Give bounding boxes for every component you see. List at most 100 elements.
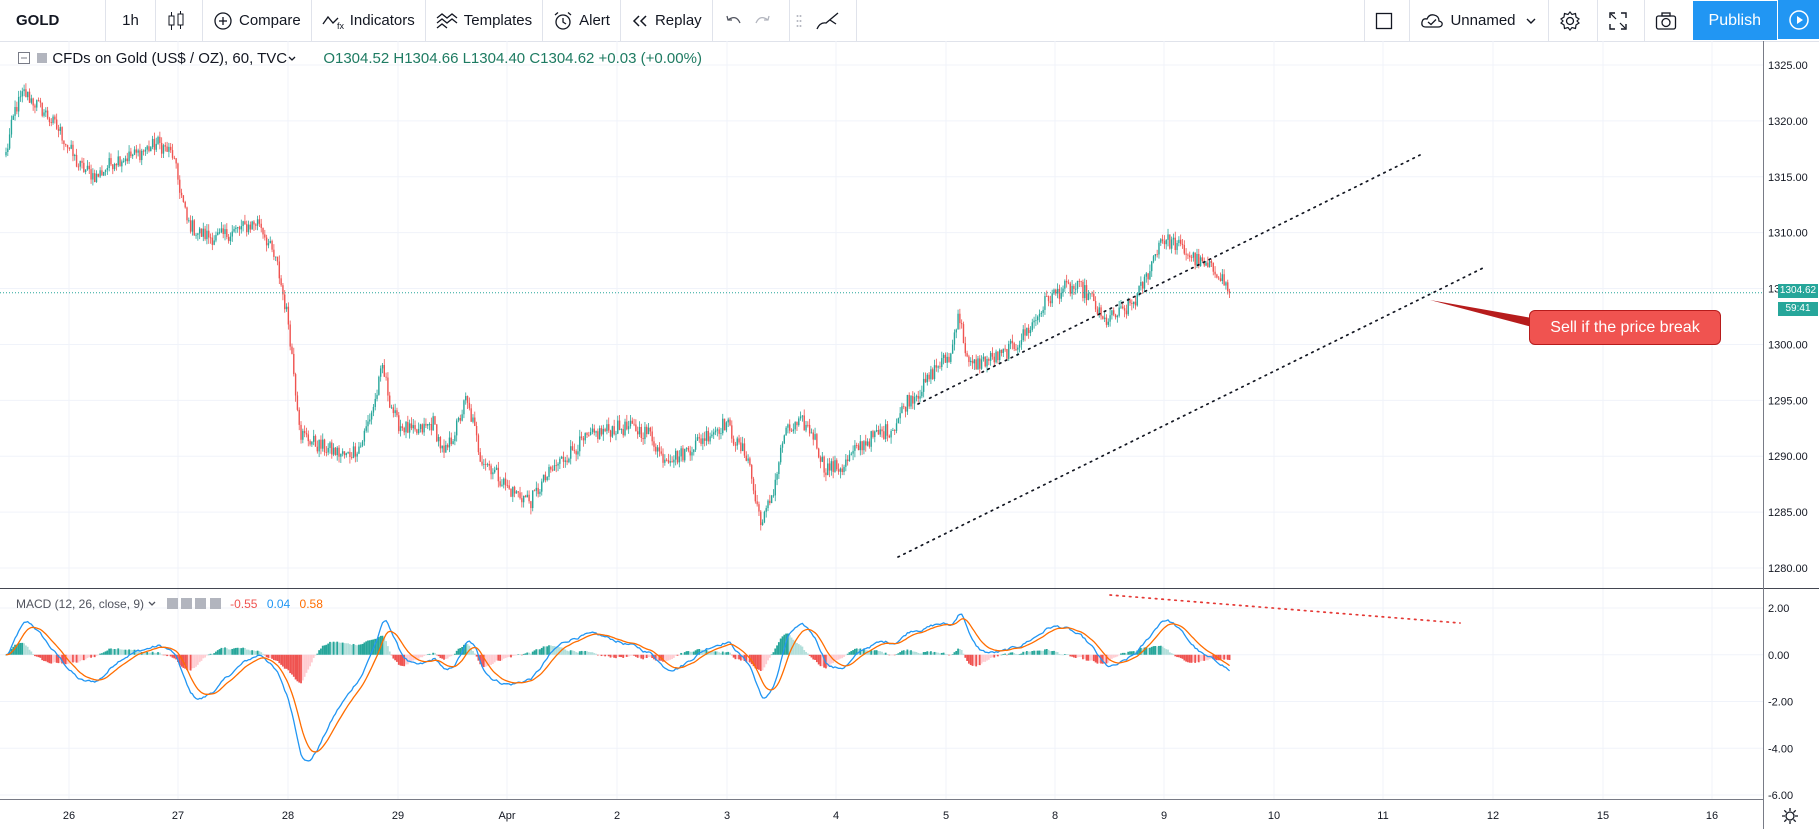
candle-body (1179, 239, 1182, 244)
candle-body (246, 224, 248, 233)
layout-name-button[interactable]: Unnamed (1409, 0, 1547, 41)
candle-body (483, 463, 485, 465)
candle-body (912, 395, 914, 404)
candle (1172, 233, 1175, 246)
candle-body (772, 495, 775, 497)
symbol-search-button[interactable]: GOLD (0, 0, 106, 41)
candle (638, 421, 641, 437)
price-tick-label: 1315.00 (1768, 172, 1808, 184)
macd-divergence-line[interactable] (1109, 594, 1461, 624)
callout-annotation[interactable]: Sell if the price break (1529, 310, 1721, 345)
histogram-bar (41, 654, 44, 661)
histogram-bar (17, 643, 20, 655)
drawing-toolbar-handle[interactable] (788, 0, 857, 41)
histogram-bar (1147, 647, 1150, 655)
candle (644, 422, 646, 445)
candle (130, 147, 132, 158)
histogram-bar (960, 650, 963, 655)
interval-button[interactable]: 1h (106, 0, 156, 41)
histogram-bar (144, 652, 147, 655)
candle-body (1169, 234, 1171, 249)
settings-button[interactable] (1547, 0, 1597, 41)
channel-upper-line[interactable] (917, 154, 1421, 405)
chevron-down-icon[interactable] (147, 600, 157, 608)
settings-corner[interactable] (1782, 808, 1798, 824)
candle-body (497, 467, 500, 482)
histogram-bar (53, 654, 56, 663)
candle-body (271, 240, 273, 250)
undo-icon[interactable] (723, 12, 745, 30)
settings-icon[interactable] (181, 598, 193, 609)
play-button[interactable] (1777, 0, 1819, 39)
candle-body (238, 227, 241, 230)
macd-histogram (5, 633, 1231, 684)
candle-body (718, 429, 720, 434)
candle (886, 420, 889, 442)
candle (960, 319, 963, 329)
select-layout-button[interactable] (1364, 0, 1409, 41)
histogram-bar (1036, 650, 1039, 655)
publish-button[interactable]: Publish (1692, 1, 1777, 40)
fullscreen-button[interactable] (1596, 0, 1644, 41)
templates-button[interactable]: Templates (426, 0, 544, 41)
candle (421, 423, 423, 435)
alert-button[interactable]: Alert (543, 0, 621, 41)
chevron-down-icon[interactable] (287, 55, 297, 63)
candle (579, 429, 581, 457)
candle-body (745, 455, 747, 461)
macd-axis[interactable]: 2.000.00-2.00-4.00-6.00 (1768, 603, 1793, 802)
camera-icon (1655, 11, 1676, 30)
candle-body (678, 456, 681, 463)
histogram-bar (580, 650, 583, 655)
collapse-legend-icon[interactable] (18, 52, 32, 64)
histogram-bar (412, 654, 415, 661)
symbol-title[interactable]: CFDs on Gold (US$ / OZ), 60, TVC (52, 50, 288, 67)
snapshot-button[interactable] (1643, 0, 1693, 41)
candle-body (651, 431, 653, 442)
candle (412, 418, 414, 434)
candle (903, 403, 905, 410)
replay-button[interactable]: Replay (621, 0, 713, 41)
candle-body (551, 469, 554, 471)
brush-icon[interactable] (814, 10, 844, 32)
source-icon[interactable] (195, 598, 207, 609)
time-axis[interactable]: 26 27 28 29 Apr 2 3 4 5 8 9 10 11 12 15 16 (63, 810, 1718, 822)
candle (939, 361, 941, 369)
macd-title[interactable]: MACD (12, 26, close, 9) (16, 597, 145, 611)
chart-style-button[interactable] (156, 0, 203, 41)
histogram-bar (683, 652, 686, 655)
candle-body (157, 136, 159, 144)
candle (1047, 295, 1050, 307)
histogram-bar (919, 653, 921, 655)
channel-lower-line[interactable] (897, 267, 1484, 558)
histogram-bar (486, 654, 489, 666)
candle-body (155, 143, 157, 150)
redo-icon[interactable] (751, 12, 773, 30)
hide-icon[interactable] (166, 598, 178, 609)
price-axis[interactable]: 1325.001320.001315.001310.001305.001300.… (1768, 60, 1808, 575)
histogram-bar (922, 652, 925, 655)
candle-body (506, 485, 509, 487)
candle-body (1022, 329, 1024, 341)
histogram-bar (312, 654, 315, 658)
histogram-bar (711, 651, 713, 655)
histogram-bar (984, 654, 987, 662)
candle (778, 461, 780, 479)
histogram-bar (499, 654, 502, 661)
compare-button[interactable]: Compare (203, 0, 312, 41)
histogram-bar (415, 654, 418, 660)
histogram-bar (117, 648, 120, 655)
candle (667, 453, 670, 464)
histogram-bar (743, 654, 746, 662)
candle-body (608, 424, 610, 431)
close-icon[interactable] (209, 598, 221, 609)
histogram-bar (645, 654, 648, 659)
candle-body (1189, 255, 1191, 258)
indicators-button[interactable]: fx Indicators (312, 0, 426, 41)
histogram-bar (911, 651, 914, 655)
histogram-bar (913, 651, 916, 655)
candle (651, 426, 653, 446)
candle-body (1114, 314, 1117, 318)
candle (1096, 306, 1099, 316)
